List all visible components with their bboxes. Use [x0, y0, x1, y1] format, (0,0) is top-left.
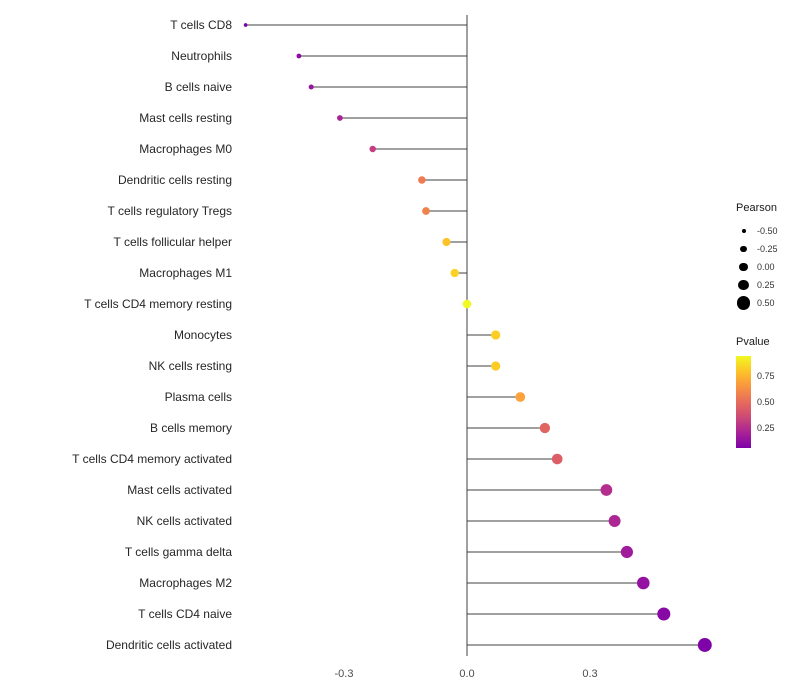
lollipop-point — [600, 484, 613, 496]
x-tick-label: -0.3 — [335, 668, 354, 680]
pvalue-colorbar-wrap: 0.75 0.50 0.25 — [736, 356, 798, 452]
size-legend-label: -0.25 — [757, 244, 778, 254]
size-legend-entry: 0.25 — [736, 276, 798, 294]
lollipop-point — [337, 115, 343, 121]
lollipop-point — [657, 607, 671, 621]
lollipop-point — [462, 299, 472, 309]
size-legend-label: 0.50 — [757, 298, 775, 308]
category-label: Macrophages M1 — [139, 266, 232, 280]
category-label: T cells CD8 — [170, 18, 232, 32]
size-legend-entry: 0.00 — [736, 258, 798, 276]
size-legend-dot-wrap — [736, 296, 751, 311]
category-label: Plasma cells — [165, 390, 232, 404]
lollipop-point — [418, 176, 426, 184]
size-legend-dot — [738, 279, 749, 291]
size-legend-dot-wrap — [736, 260, 751, 275]
lollipop-point — [369, 145, 376, 153]
lollipop-point — [296, 53, 302, 59]
x-tick-label: 0.3 — [582, 668, 597, 680]
size-legend-entry: 0.50 — [736, 294, 798, 312]
category-label: T cells gamma delta — [125, 545, 232, 559]
size-legend-entry: -0.50 — [736, 222, 798, 240]
lollipop-point — [608, 515, 621, 527]
lollipop-point — [637, 576, 650, 590]
lollipop-point — [243, 23, 248, 27]
category-label: Monocytes — [174, 328, 232, 342]
lollipop-point — [308, 84, 314, 90]
lollipop-point — [551, 453, 563, 465]
category-label: Mast cells activated — [127, 483, 232, 497]
size-legend-title: Pearson — [736, 202, 777, 214]
size-legend-entries: -0.50 -0.25 0.00 0.25 0.50 — [736, 222, 798, 312]
category-label: T cells CD4 memory resting — [84, 297, 232, 311]
category-label: Dendritic cells activated — [106, 638, 232, 652]
category-label: T cells regulatory Tregs — [108, 204, 233, 218]
size-legend-label: -0.50 — [757, 226, 778, 236]
lollipop-point — [422, 207, 430, 215]
category-label: Dendritic cells resting — [118, 173, 232, 187]
size-legend: Pearson -0.50 -0.25 0.00 0.25 0.50 — [736, 202, 798, 312]
color-legend-title: Pvalue — [736, 336, 770, 348]
legend-panel: Pearson -0.50 -0.25 0.00 0.25 0.50 Pvalue 0.… — [736, 202, 798, 452]
size-legend-dot — [736, 296, 751, 310]
category-label: T cells follicular helper — [114, 235, 233, 249]
category-label: T cells CD4 naive — [138, 607, 232, 621]
size-legend-label: 0.25 — [757, 280, 775, 290]
category-label: Macrophages M0 — [139, 142, 232, 156]
category-label: Macrophages M2 — [139, 576, 232, 590]
category-label: Neutrophils — [171, 49, 232, 63]
size-legend-dot — [740, 245, 747, 253]
size-legend-dot-wrap — [736, 278, 751, 293]
colorbar-tick-label: 0.25 — [757, 422, 775, 433]
category-label: NK cells resting — [149, 359, 232, 373]
lollipop-point — [491, 330, 501, 340]
colorbar-tick-label: 0.50 — [757, 397, 775, 407]
x-tick-label: 0.0 — [459, 668, 474, 680]
lollipop-point — [450, 268, 459, 278]
color-legend: Pvalue 0.75 0.50 0.25 — [736, 336, 798, 452]
category-label: T cells CD4 memory activated — [72, 452, 232, 466]
lollipop-point — [620, 545, 633, 559]
size-legend-entry: -0.25 — [736, 240, 798, 258]
lollipop-point — [442, 237, 451, 247]
category-label: B cells naive — [165, 80, 233, 94]
category-label: B cells memory — [150, 421, 232, 435]
lollipop-point — [491, 361, 501, 371]
colorbar-tick-label: 0.75 — [757, 371, 775, 382]
size-legend-dot-wrap — [736, 224, 751, 239]
size-legend-dot — [739, 262, 748, 272]
pvalue-colorbar — [736, 356, 751, 448]
lollipop-point — [515, 392, 526, 402]
size-legend-dot-wrap — [736, 242, 751, 257]
size-legend-label: 0.00 — [757, 262, 775, 272]
lollipop-point — [539, 422, 551, 434]
size-legend-dot — [741, 229, 746, 233]
lollipop-point — [697, 638, 712, 652]
category-label: NK cells activated — [137, 514, 232, 528]
category-label: Mast cells resting — [139, 111, 232, 125]
